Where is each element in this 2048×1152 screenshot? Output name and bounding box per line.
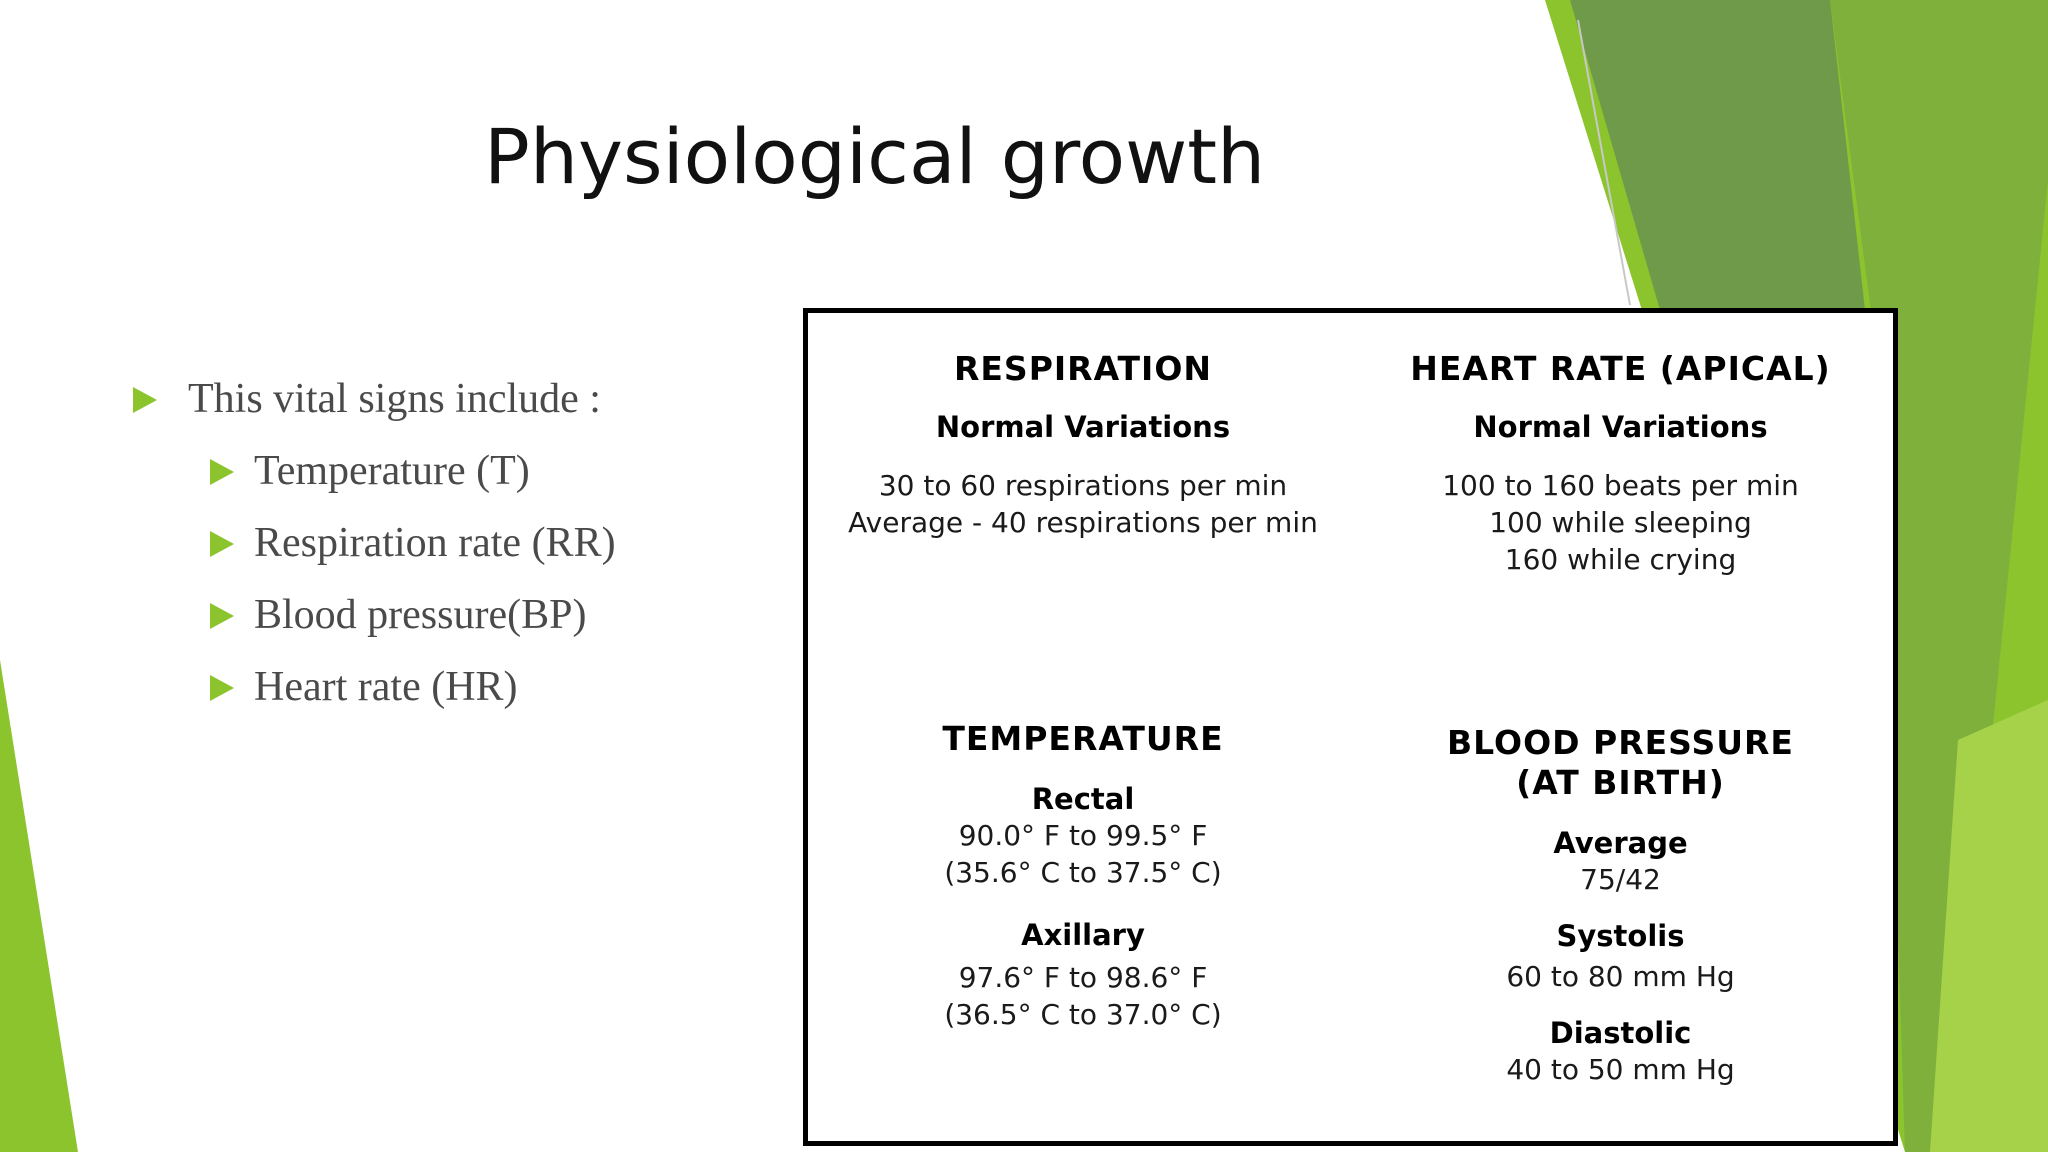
decor-green-shape-left	[0, 660, 78, 1152]
respiration-heading: RESPIRATION	[953, 349, 1213, 388]
average-label: Average	[1553, 826, 1688, 860]
rectal-label: Rectal	[1031, 782, 1135, 816]
bullet-item-blood-pressure: Blood pressure(BP)	[130, 586, 616, 658]
heart-rate-crying: 160 while crying	[1504, 543, 1737, 576]
decor-thin-line	[1577, 19, 1631, 306]
heart-rate-heading: HEART RATE (APICAL)	[1410, 349, 1831, 388]
bullet-text: This vital signs include :	[188, 376, 601, 422]
diastolic-label: Diastolic	[1549, 1016, 1692, 1050]
heart-rate-sleeping: 100 while sleeping	[1489, 506, 1752, 539]
bullet-item-respiration-rate: Respiration rate (RR)	[130, 514, 616, 586]
bullet-item-temperature: Temperature (T)	[130, 442, 616, 514]
triangle-right-icon	[133, 387, 157, 413]
heart-rate-section: HEART RATE (APICAL) Normal Variations 10…	[1348, 349, 1893, 578]
respiration-subheading: Normal Variations	[935, 410, 1231, 444]
axillary-label: Axillary	[1021, 918, 1145, 952]
bullet-text: Heart rate (HR)	[254, 664, 518, 710]
triangle-right-icon	[210, 603, 234, 629]
axillary-celsius: (36.5° C to 37.0° C)	[944, 998, 1222, 1031]
slide-title: Physiological growth	[484, 112, 1266, 201]
bullet-text: Respiration rate (RR)	[254, 520, 616, 566]
axillary-fahrenheit: 97.6° F to 98.6° F	[958, 961, 1208, 994]
blood-pressure-section: BLOOD PRESSURE (AT BIRTH) Average 75/42 …	[1348, 723, 1893, 1088]
average-value: 75/42	[1580, 863, 1661, 896]
bullet-text: Temperature (T)	[254, 448, 530, 494]
diastolic-value: 40 to 50 mm Hg	[1506, 1053, 1735, 1086]
vital-signs-figure: RESPIRATION Normal Variations 30 to 60 r…	[803, 308, 1898, 1146]
systolic-value: 60 to 80 mm Hg	[1506, 960, 1735, 993]
triangle-right-icon	[210, 531, 234, 557]
decor-green-shape-right-pale	[1930, 700, 2048, 1152]
temperature-heading: TEMPERATURE	[942, 719, 1224, 758]
temperature-section: TEMPERATURE Rectal 90.0° F to 99.5° F (3…	[818, 719, 1348, 1033]
respiration-average: Average - 40 respirations per min	[848, 506, 1318, 539]
decor-green-shape-right-mid	[1830, 0, 2048, 1152]
rectal-fahrenheit: 90.0° F to 99.5° F	[958, 819, 1208, 852]
systolic-label: Systolis	[1556, 919, 1685, 953]
respiration-range: 30 to 60 respirations per min	[878, 469, 1288, 502]
heart-rate-range: 100 to 160 beats per min	[1442, 469, 1799, 502]
bullet-list: This vital signs include : Temperature (…	[130, 370, 616, 730]
rectal-celsius: (35.6° C to 37.5° C)	[944, 856, 1222, 889]
bullet-text: Blood pressure(BP)	[254, 592, 587, 638]
bullet-item-heart-rate: Heart rate (HR)	[130, 658, 616, 730]
blood-pressure-heading: BLOOD PRESSURE	[1447, 723, 1794, 762]
triangle-right-icon	[210, 459, 234, 485]
blood-pressure-subheading: (AT BIRTH)	[1516, 763, 1725, 802]
respiration-section: RESPIRATION Normal Variations 30 to 60 r…	[818, 349, 1348, 541]
triangle-right-icon	[210, 675, 234, 701]
heart-rate-subheading: Normal Variations	[1473, 410, 1768, 444]
bullet-intro: This vital signs include :	[130, 370, 616, 442]
